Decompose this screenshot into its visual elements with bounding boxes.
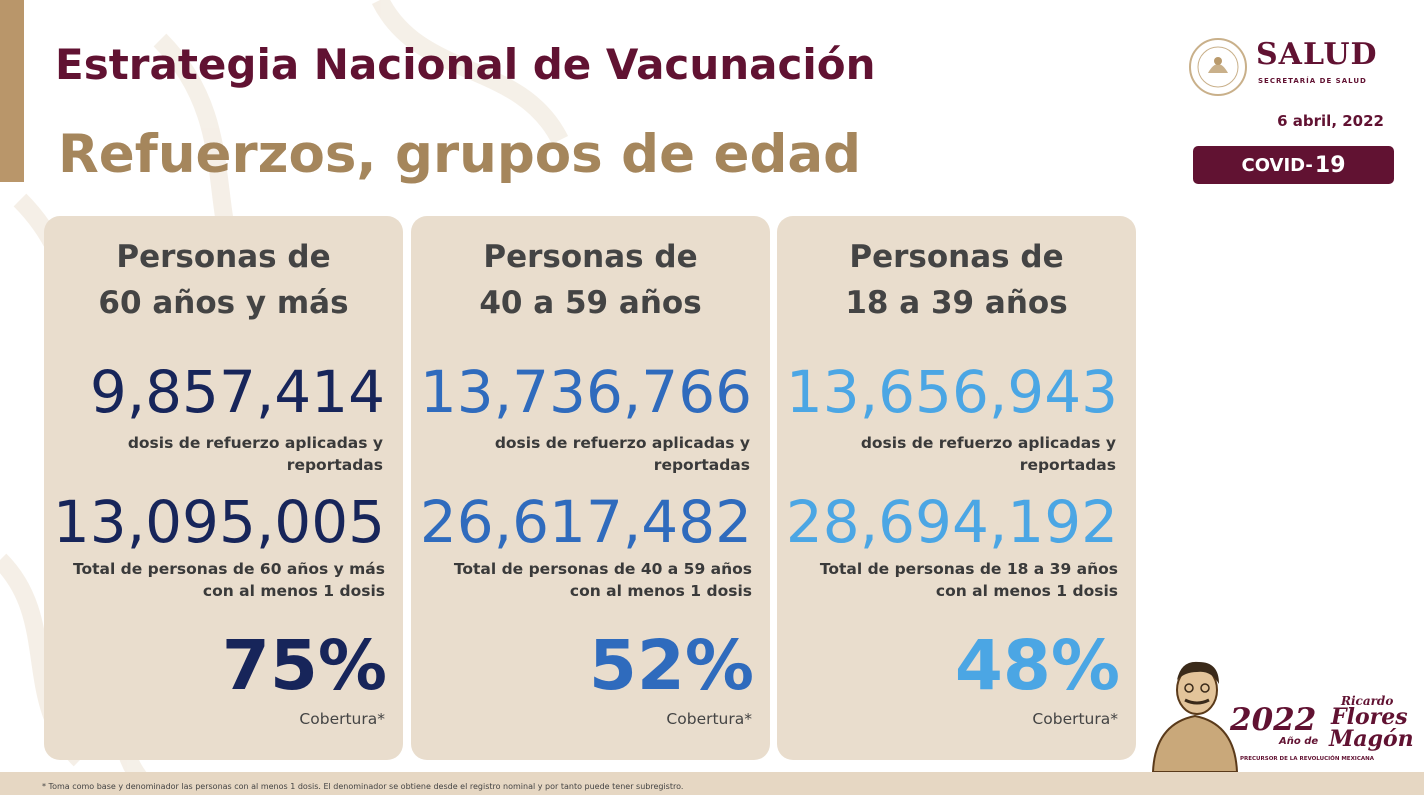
anniversary-tagline: PRECURSOR DE LA REVOLUCIÓN MEXICANA	[1240, 756, 1375, 762]
covid-badge-number: 19	[1314, 152, 1346, 178]
report-date: 6 abril, 2022	[1277, 112, 1384, 130]
card-title: Personas de 40 a 59 años	[411, 234, 770, 326]
age-group-card-60-plus: Personas de 60 años y más 9,857,414 dosi…	[44, 216, 403, 760]
card-title-line1: Personas de	[849, 239, 1064, 275]
booster-label-line2: reportadas	[653, 456, 750, 474]
coverage-label: Cobertura*	[666, 710, 752, 728]
total-label-line2: con al menos 1 dosis	[569, 582, 752, 600]
footer-bar	[0, 772, 1424, 795]
total-label-line1: Total de personas de 40 a 59 años	[453, 560, 752, 578]
booster-doses-label: dosis de refuerzo aplicadas y reportadas	[495, 432, 750, 476]
footnote: * Toma como base y denominador las perso…	[42, 782, 684, 791]
total-label-line2: con al menos 1 dosis	[935, 582, 1118, 600]
ricardo-flores-magon-portrait-icon	[1151, 661, 1239, 772]
total-people-value: 13,095,005	[52, 488, 385, 556]
covid-badge: COVID- 19	[1193, 146, 1394, 184]
total-people-label: Total de personas de 40 a 59 años con al…	[454, 558, 752, 602]
booster-label-line2: reportadas	[1019, 456, 1116, 474]
anniversary-first-name: Ricardo	[1341, 694, 1394, 708]
card-title-line2: 18 a 39 años	[845, 285, 1068, 321]
total-people-label: Total de personas de 60 años y más con a…	[73, 558, 385, 602]
age-group-card-18-39: Personas de 18 a 39 años 13,656,943 dosi…	[777, 216, 1136, 760]
card-title-line2: 60 años y más	[98, 285, 349, 321]
booster-doses-label: dosis de refuerzo aplicadas y reportadas	[861, 432, 1116, 476]
page-subtitle: Refuerzos, grupos de edad	[58, 124, 862, 185]
card-title-line1: Personas de	[483, 239, 698, 275]
coverage-percent: 52%	[588, 626, 754, 706]
card-title-line1: Personas de	[116, 239, 331, 275]
card-title: Personas de 18 a 39 años	[777, 234, 1136, 326]
total-people-label: Total de personas de 18 a 39 años con al…	[820, 558, 1118, 602]
card-title: Personas de 60 años y más	[44, 234, 403, 326]
page-title: Estrategia Nacional de Vacunación	[55, 40, 876, 89]
card-title-line2: 40 a 59 años	[479, 285, 702, 321]
covid-badge-prefix: COVID-	[1241, 154, 1313, 176]
salud-logo: SALUD SECRETARÍA DE SALUD	[1188, 37, 1388, 97]
coverage-percent: 75%	[221, 626, 387, 706]
total-people-value: 26,617,482	[419, 488, 752, 556]
booster-label-line1: dosis de refuerzo aplicadas y	[494, 434, 750, 452]
coat-of-arms-icon	[1189, 38, 1247, 96]
logo-title: SALUD	[1256, 37, 1378, 72]
total-label-line1: Total de personas de 60 años y más	[72, 560, 385, 578]
booster-doses-value: 9,857,414	[89, 358, 385, 426]
booster-doses-value: 13,736,766	[419, 358, 752, 426]
anniversary-year: 2022	[1230, 702, 1317, 738]
booster-doses-value: 13,656,943	[785, 358, 1118, 426]
coverage-percent: 48%	[954, 626, 1120, 706]
left-accent-bar	[0, 0, 24, 182]
logo-tagline: SECRETARÍA DE SALUD	[1258, 77, 1367, 85]
booster-label-line1: dosis de refuerzo aplicadas y	[860, 434, 1116, 452]
age-group-card-40-59: Personas de 40 a 59 años 13,736,766 dosi…	[411, 216, 770, 760]
total-people-value: 28,694,192	[785, 488, 1118, 556]
anniversary-year-label: Año de	[1279, 736, 1319, 747]
booster-doses-label: dosis de refuerzo aplicadas y reportadas	[128, 432, 383, 476]
booster-label-line1: dosis de refuerzo aplicadas y	[127, 434, 383, 452]
coverage-label: Cobertura*	[299, 710, 385, 728]
anniversary-last-name-1: Flores	[1331, 704, 1408, 730]
anniversary-logo: 2022 Año de Ricardo Flores Magón PRECURS…	[1145, 654, 1414, 772]
anniversary-last-name-2: Magón	[1329, 726, 1414, 752]
total-label-line2: con al menos 1 dosis	[202, 582, 385, 600]
total-label-line1: Total de personas de 18 a 39 años	[819, 560, 1118, 578]
booster-label-line2: reportadas	[286, 456, 383, 474]
coverage-label: Cobertura*	[1032, 710, 1118, 728]
